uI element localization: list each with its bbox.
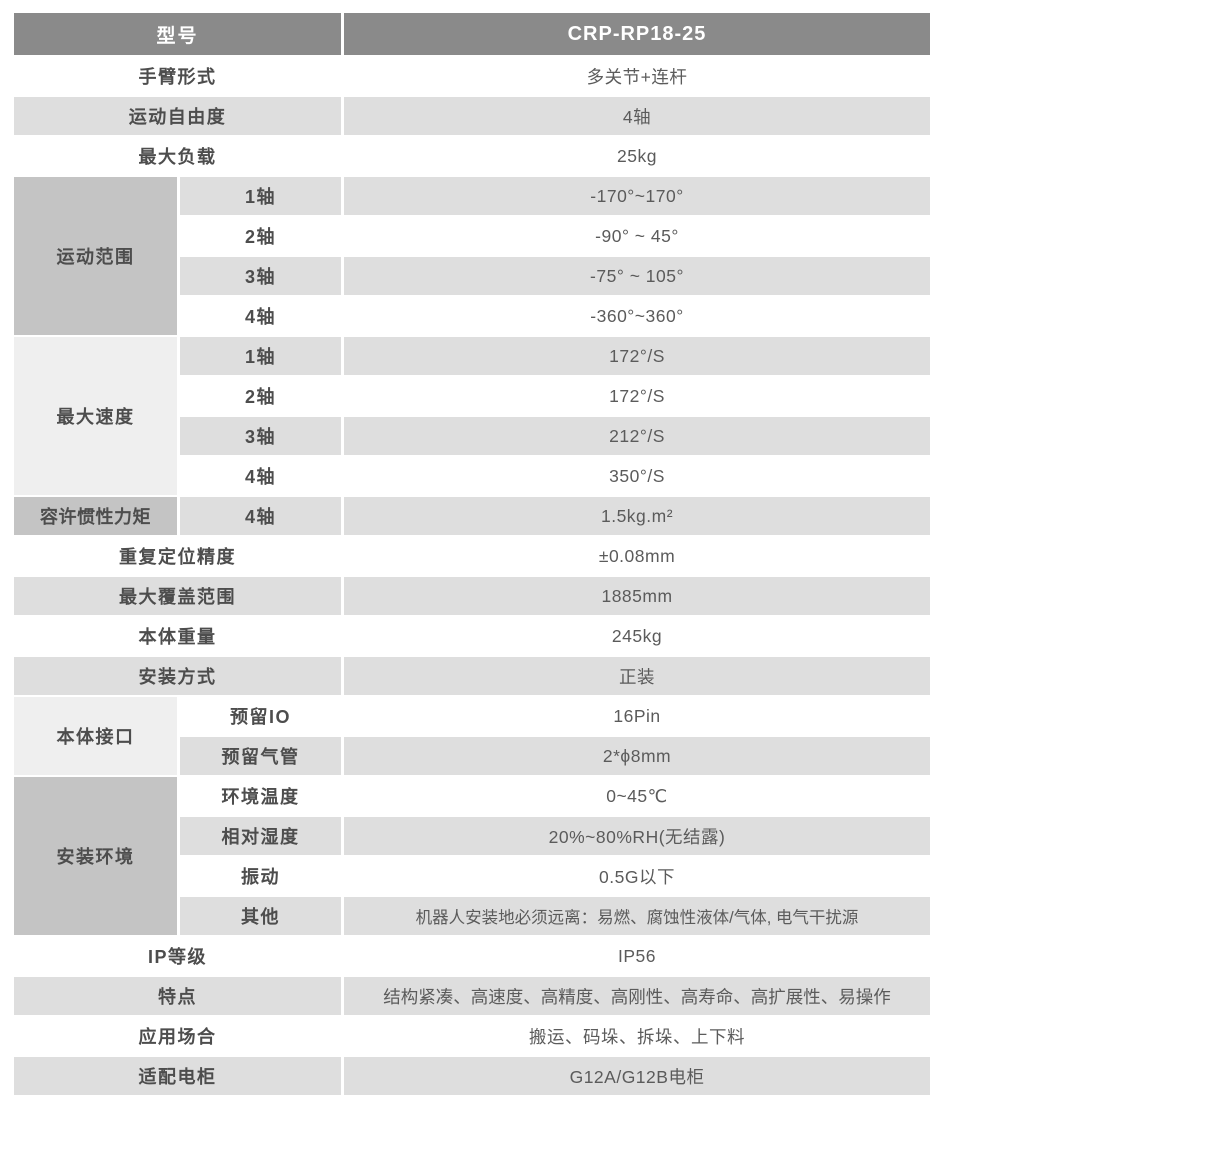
table-row: 适配电柜 G12A/G12B电柜 [14, 1057, 931, 1097]
model-header-value: CRP-RP18-25 [344, 13, 931, 57]
table-row: 4轴 -360°~360° [14, 297, 931, 337]
row-value: 搬运、码垛、拆垛、上下料 [344, 1017, 931, 1057]
row-label: 适配电柜 [14, 1057, 345, 1097]
row-value: -90° ~ 45° [344, 217, 931, 257]
row-value: 212°/S [344, 417, 931, 457]
axis-label: 1轴 [180, 177, 345, 217]
row-value: 20%~80%RH(无结露) [344, 817, 931, 857]
axis-label: 4轴 [180, 457, 345, 497]
table-row: 2轴 -90° ~ 45° [14, 217, 931, 257]
table-row: 最大负载 25kg [14, 137, 931, 177]
row-value: 0.5G以下 [344, 857, 931, 897]
table-row: 振动 0.5G以下 [14, 857, 931, 897]
table-row: 特点 结构紧凑、高速度、高精度、高刚性、高寿命、高扩展性、易操作 [14, 977, 931, 1017]
row-value: 1885mm [344, 577, 931, 617]
table-row: 其他 机器人安装地必须远离：易燃、腐蚀性液体/气体, 电气干扰源 [14, 897, 931, 937]
sub-label: 预留IO [180, 697, 345, 737]
row-label: 手臂形式 [14, 57, 345, 97]
axis-label: 1轴 [180, 337, 345, 377]
row-value: -75° ~ 105° [344, 257, 931, 297]
group-label: 容许惯性力矩 [14, 497, 180, 537]
row-label: 本体重量 [14, 617, 345, 657]
group-label: 安装环境 [14, 777, 180, 937]
sub-label: 振动 [180, 857, 345, 897]
row-value: 2*ϕ8mm [344, 737, 931, 777]
table-row: 重复定位精度 ±0.08mm [14, 537, 931, 577]
row-value: 4轴 [344, 97, 931, 137]
group-label: 运动范围 [14, 177, 180, 337]
table-header-row: 型号 CRP-RP18-25 [14, 13, 931, 57]
axis-label: 4轴 [180, 297, 345, 337]
table-row: 应用场合 搬运、码垛、拆垛、上下料 [14, 1017, 931, 1057]
row-label: 特点 [14, 977, 345, 1017]
row-value: IP56 [344, 937, 931, 977]
row-value: -360°~360° [344, 297, 931, 337]
row-value: 245kg [344, 617, 931, 657]
table-row: 3轴 -75° ~ 105° [14, 257, 931, 297]
table-row: 2轴 172°/S [14, 377, 931, 417]
table-row: 容许惯性力矩 4轴 1.5kg.m² [14, 497, 931, 537]
table-row: 本体重量 245kg [14, 617, 931, 657]
row-label: 应用场合 [14, 1017, 345, 1057]
group-label: 最大速度 [14, 337, 180, 497]
sub-label: 相对湿度 [180, 817, 345, 857]
axis-label: 3轴 [180, 257, 345, 297]
table-row: 运动范围 1轴 -170°~170° [14, 177, 931, 337]
row-value: 结构紧凑、高速度、高精度、高刚性、高寿命、高扩展性、易操作 [344, 977, 931, 1017]
row-value: 16Pin [344, 697, 931, 737]
table-row: 相对湿度 20%~80%RH(无结露) [14, 817, 931, 857]
row-label: 最大负载 [14, 137, 345, 177]
table-row: IP等级 IP56 [14, 937, 931, 977]
table-row: 预留气管 2*ϕ8mm [14, 737, 931, 777]
model-header-label: 型号 [14, 13, 345, 57]
axis-label: 3轴 [180, 417, 345, 457]
row-label: IP等级 [14, 937, 345, 977]
row-label: 重复定位精度 [14, 537, 345, 577]
axis-label: 2轴 [180, 377, 345, 417]
sub-label: 预留气管 [180, 737, 345, 777]
table-row: 最大覆盖范围 1885mm [14, 577, 931, 617]
row-value: 0~45℃ [344, 777, 931, 817]
row-value: -170°~170° [344, 177, 931, 217]
row-value: 172°/S [344, 377, 931, 417]
row-label: 运动自由度 [14, 97, 345, 137]
row-value: ±0.08mm [344, 537, 931, 577]
row-value: 1.5kg.m² [344, 497, 931, 537]
row-label: 安装方式 [14, 657, 345, 697]
axis-label: 2轴 [180, 217, 345, 257]
axis-label: 4轴 [180, 497, 345, 537]
table-row: 安装环境 环境温度 0~45℃ [14, 777, 931, 937]
table-row: 手臂形式 多关节+连杆 [14, 57, 931, 97]
table-row: 4轴 350°/S [14, 457, 931, 497]
row-label: 最大覆盖范围 [14, 577, 345, 617]
row-value: G12A/G12B电柜 [344, 1057, 931, 1097]
table-row: 最大速度 1轴 172°/S [14, 337, 931, 497]
group-label: 本体接口 [14, 697, 180, 777]
row-value: 机器人安装地必须远离：易燃、腐蚀性液体/气体, 电气干扰源 [344, 897, 931, 937]
table-row: 安装方式 正装 [14, 657, 931, 697]
row-value: 172°/S [344, 337, 931, 377]
table-row: 3轴 212°/S [14, 417, 931, 457]
sub-label: 其他 [180, 897, 345, 937]
row-value: 多关节+连杆 [344, 57, 931, 97]
table-row: 运动自由度 4轴 [14, 97, 931, 137]
spec-table: 型号 CRP-RP18-25 手臂形式 多关节+连杆 运动自由度 4轴 最大负载… [14, 13, 931, 1097]
sub-label: 环境温度 [180, 777, 345, 817]
row-value: 25kg [344, 137, 931, 177]
table-row: 本体接口 预留IO 16Pin [14, 697, 931, 777]
row-value: 正装 [344, 657, 931, 697]
row-value: 350°/S [344, 457, 931, 497]
